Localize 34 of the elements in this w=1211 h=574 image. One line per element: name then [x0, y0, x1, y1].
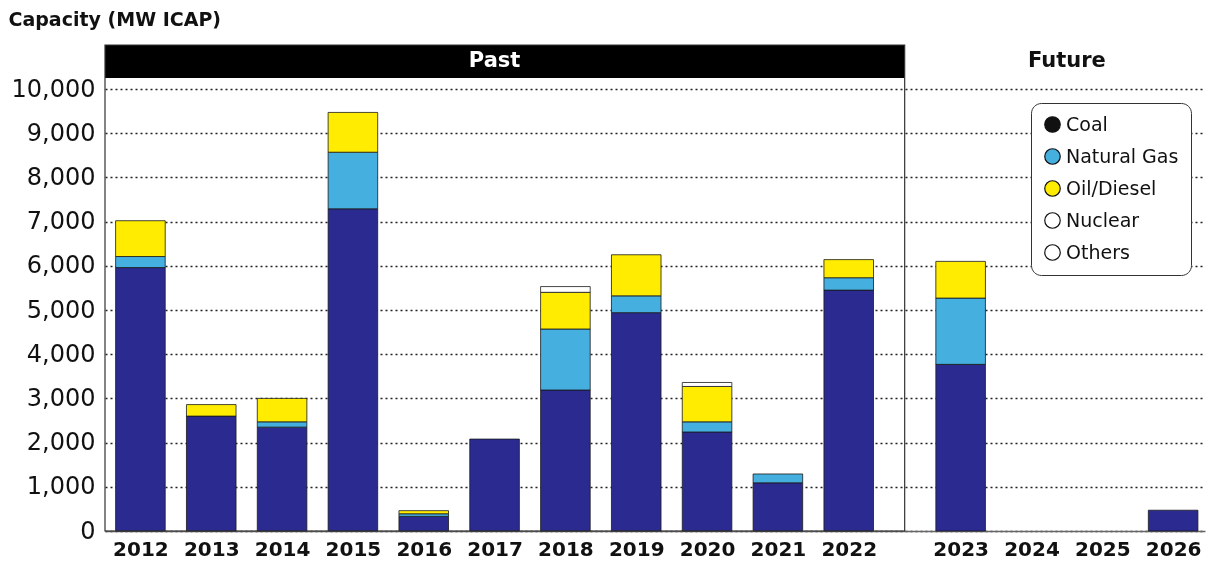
- y-tick-label: 4,000: [26, 339, 96, 368]
- x-tick-label: 2016: [396, 536, 453, 561]
- y-tick-label: 9,000: [26, 118, 96, 147]
- x-tick-label: 2026: [1145, 536, 1202, 561]
- x-tick-label: 2013: [183, 536, 240, 561]
- legend-label: Oil/Diesel: [1066, 176, 1157, 199]
- x-tick-label: 2014: [254, 536, 311, 561]
- x-tick-label: 2025: [1074, 536, 1131, 561]
- legend-label: Natural Gas: [1066, 144, 1179, 167]
- y-tick-label: 0: [80, 516, 96, 545]
- y-tick-label: 5,000: [26, 295, 96, 324]
- x-tick-label: 2015: [325, 536, 382, 561]
- text: Past: [468, 48, 521, 72]
- x-tick-label: 2019: [608, 536, 665, 561]
- x-tick-label: 2017: [467, 536, 523, 561]
- y-tick-label: 10,000: [11, 74, 96, 103]
- y-tick-label: 3,000: [26, 383, 96, 412]
- y-tick-label: 6,000: [26, 251, 96, 280]
- y-tick-label: 2,000: [26, 428, 96, 457]
- x-tick-label: 2022: [821, 536, 878, 561]
- legend-label: Nuclear: [1066, 208, 1140, 231]
- x-tick-label: 2020: [679, 536, 736, 561]
- x-tick-label: 2024: [1004, 536, 1060, 561]
- x-tick-label: 2023: [933, 536, 989, 561]
- x-tick-label: 2021: [750, 536, 807, 561]
- y-axis-title: Capacity (MW ICAP): [8, 7, 222, 30]
- text: Future: [1027, 48, 1106, 72]
- x-tick-label: 2018: [538, 536, 594, 561]
- y-tick-label: 8,000: [26, 162, 96, 191]
- x-tick-label: 2012: [113, 536, 169, 561]
- legend-label: Others: [1066, 240, 1130, 263]
- legend-label: Coal: [1066, 112, 1108, 135]
- y-tick-label: 7,000: [26, 207, 96, 236]
- y-tick-label: 1,000: [26, 472, 96, 501]
